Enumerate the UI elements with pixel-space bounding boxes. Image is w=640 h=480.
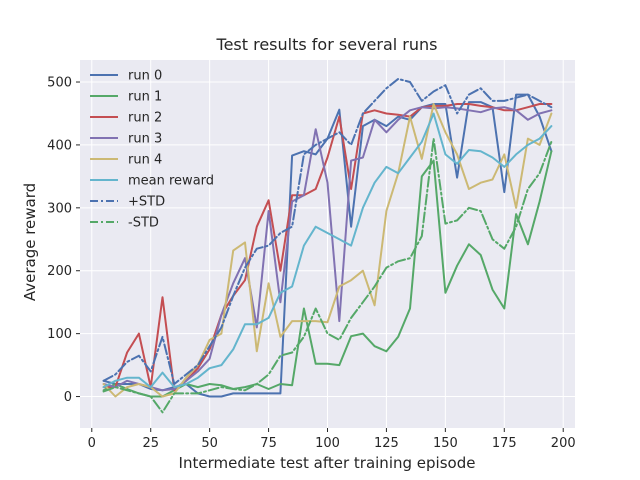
x-tick-label: 100 bbox=[315, 436, 340, 451]
x-tick-label: 0 bbox=[88, 436, 96, 451]
legend-label-mean-reward: mean reward bbox=[128, 174, 214, 189]
legend-label-run-2: run 2 bbox=[128, 111, 162, 126]
series-line-std bbox=[102, 137, 553, 414]
legend-label-run-1: run 1 bbox=[128, 90, 162, 105]
legend-label-run-4: run 4 bbox=[128, 153, 162, 168]
y-tick-label: 300 bbox=[47, 201, 72, 216]
y-tick-label: 400 bbox=[47, 138, 72, 153]
x-tick-label: 200 bbox=[551, 436, 576, 451]
legend-label-run-0: run 0 bbox=[128, 69, 162, 84]
y-axis-title: Average reward bbox=[21, 183, 39, 301]
y-tick-label: 500 bbox=[47, 76, 72, 91]
legend-label-run-3: run 3 bbox=[128, 132, 162, 147]
x-tick-label: 25 bbox=[142, 436, 159, 451]
x-tick-label: 75 bbox=[260, 436, 277, 451]
x-tick-label: 125 bbox=[374, 436, 399, 451]
x-tick-label: 175 bbox=[492, 436, 517, 451]
legend: run 0 run 1 run 2 run 3 run 4 mean reward +STD… bbox=[90, 69, 214, 231]
x-tick-label: 50 bbox=[201, 436, 218, 451]
x-tick-label: 150 bbox=[433, 436, 458, 451]
series-line-run-4 bbox=[102, 103, 553, 398]
y-tick-label: 200 bbox=[47, 264, 72, 279]
legend-label-std: +STD bbox=[128, 195, 165, 210]
series-line-mean-reward bbox=[102, 112, 553, 389]
ticks: 0 25 50 75 100 125 150 175 200 0 100 200 300 400 500 bbox=[47, 76, 575, 451]
chart-title: Test results for several runs bbox=[216, 35, 438, 54]
y-tick-label: 0 bbox=[64, 390, 72, 405]
y-tick-label: 100 bbox=[47, 327, 72, 342]
series-layer bbox=[102, 77, 553, 414]
series-line-std bbox=[102, 77, 553, 385]
x-axis-title: Intermediate test after training episode bbox=[179, 454, 476, 472]
legend-label-std: -STD bbox=[128, 216, 159, 231]
